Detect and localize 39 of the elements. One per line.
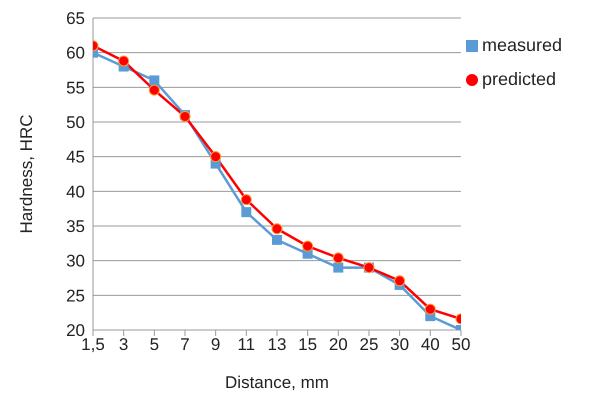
point: [394, 275, 406, 286]
x-tick-label: 13: [268, 335, 286, 354]
point: [424, 304, 436, 315]
x-tick-label: 7: [180, 335, 190, 354]
y-tick-label: 45: [66, 148, 85, 167]
point: [210, 151, 222, 162]
y-tick-label: 65: [66, 9, 85, 28]
x-tick-label: 5: [150, 335, 160, 354]
x-tick-label: 3: [118, 335, 128, 354]
x-tick-label: 25: [360, 335, 378, 354]
y-tick-label: 40: [66, 182, 85, 202]
y-tick-label: 35: [66, 217, 85, 236]
point: [271, 223, 282, 234]
x-tick-label: 40: [420, 335, 440, 354]
x-tick-label: 50: [451, 335, 470, 354]
x-tick-label: 30: [390, 335, 410, 354]
legend-label: predicted: [482, 69, 556, 89]
y-tick-label: 50: [66, 113, 85, 132]
y-tick-label: 55: [66, 78, 85, 98]
x-tick-label: 1,5: [81, 335, 105, 354]
point: [118, 55, 130, 66]
x-axis-title: Distance, mm: [225, 373, 329, 392]
x-tick-label: 11: [237, 335, 256, 354]
point: [272, 234, 282, 245]
legend-label: measured: [482, 35, 562, 55]
y-tick-label: 25: [66, 286, 85, 306]
point: [332, 252, 344, 264]
point: [302, 240, 314, 252]
y-tick-label: 30: [66, 252, 85, 271]
point: [241, 207, 252, 218]
point: [148, 84, 160, 96]
x-tick-label: 20: [328, 335, 348, 354]
point: [240, 194, 252, 206]
y-axis-title: Hardness, HRC: [17, 114, 36, 234]
x-tick-label: 15: [298, 335, 318, 354]
y-tick-label: 60: [66, 44, 85, 63]
point: [149, 75, 160, 86]
point: [333, 262, 344, 273]
x-tick-label: 9: [210, 335, 220, 354]
